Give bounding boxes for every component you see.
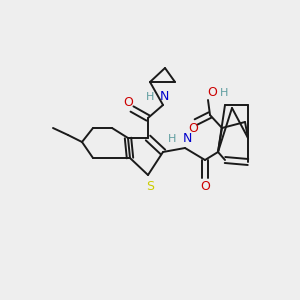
Text: H: H: [146, 92, 154, 102]
Text: S: S: [146, 181, 154, 194]
Text: N: N: [182, 133, 192, 146]
Text: H: H: [220, 88, 228, 98]
Text: O: O: [200, 181, 210, 194]
Text: H: H: [168, 134, 176, 144]
Text: O: O: [123, 95, 133, 109]
Text: O: O: [207, 86, 217, 100]
Text: O: O: [188, 122, 198, 136]
Text: N: N: [159, 91, 169, 103]
